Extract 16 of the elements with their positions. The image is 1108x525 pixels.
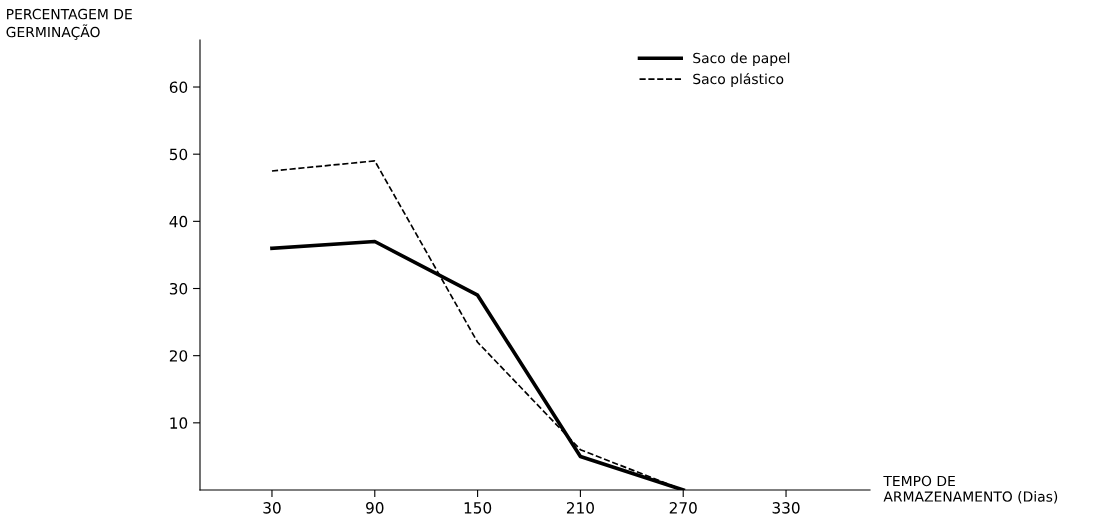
y-tick-label: 40 (169, 215, 188, 228)
x-tick-label: 210 (566, 502, 594, 514)
legend-label: Saco de papel (693, 52, 790, 66)
x-axis-title: TEMPO DE ARMAZENAMENTO (Dias) (883, 475, 1058, 504)
x-tick-label: 150 (464, 502, 492, 514)
x-tick-label: 330 (772, 502, 800, 514)
y-tick-label: 10 (170, 417, 188, 429)
y-tick-label: 50 (169, 148, 188, 161)
y-tick-label: 60 (169, 81, 188, 94)
x-tick-label: 30 (263, 502, 281, 514)
y-axis-title: PERCENTAGEM DE GERMINAÇÃO (6, 8, 132, 40)
x-tick-label: 90 (366, 502, 384, 514)
y-tick-label: 20 (169, 350, 188, 362)
y-tick-label: 30 (169, 282, 188, 295)
x-tick-label: 270 (669, 502, 697, 514)
legend-label: Saco plástico (693, 72, 784, 87)
